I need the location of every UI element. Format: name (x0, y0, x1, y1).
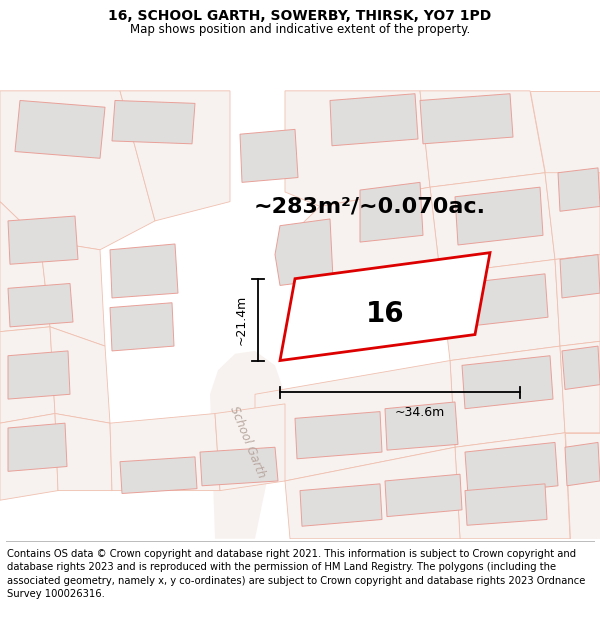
Polygon shape (555, 254, 600, 346)
Polygon shape (285, 91, 430, 206)
Polygon shape (8, 284, 73, 327)
Text: ~34.6m: ~34.6m (395, 406, 445, 419)
Polygon shape (330, 94, 418, 146)
Polygon shape (455, 187, 543, 245)
Polygon shape (545, 173, 600, 259)
Text: Contains OS data © Crown copyright and database right 2021. This information is : Contains OS data © Crown copyright and d… (7, 549, 586, 599)
Polygon shape (40, 240, 105, 346)
Polygon shape (255, 361, 455, 481)
Polygon shape (565, 442, 600, 486)
Polygon shape (0, 327, 55, 423)
Polygon shape (120, 91, 230, 221)
Polygon shape (565, 432, 600, 539)
Polygon shape (462, 356, 553, 409)
Polygon shape (0, 414, 58, 500)
Polygon shape (530, 91, 600, 172)
Polygon shape (280, 253, 490, 361)
Polygon shape (385, 474, 462, 517)
Polygon shape (420, 94, 513, 144)
Polygon shape (110, 244, 178, 298)
Polygon shape (420, 91, 545, 187)
Polygon shape (558, 168, 600, 211)
Polygon shape (465, 442, 558, 496)
Polygon shape (110, 302, 174, 351)
Polygon shape (8, 423, 67, 471)
Polygon shape (300, 484, 382, 526)
Polygon shape (0, 91, 155, 250)
Polygon shape (55, 414, 112, 491)
Polygon shape (215, 404, 285, 491)
Text: ~283m²/~0.070ac.: ~283m²/~0.070ac. (254, 196, 486, 216)
Polygon shape (560, 254, 600, 298)
Text: ~21.4m: ~21.4m (235, 294, 248, 345)
Polygon shape (110, 414, 220, 491)
Polygon shape (0, 202, 50, 332)
Polygon shape (120, 457, 197, 494)
Text: 16, SCHOOL GARTH, SOWERBY, THIRSK, YO7 1PD: 16, SCHOOL GARTH, SOWERBY, THIRSK, YO7 1… (109, 9, 491, 24)
Polygon shape (450, 346, 565, 448)
Polygon shape (285, 448, 460, 539)
Polygon shape (385, 402, 458, 450)
Polygon shape (112, 101, 195, 144)
Text: School Garth: School Garth (227, 404, 268, 480)
Polygon shape (200, 448, 278, 486)
Polygon shape (240, 129, 298, 182)
Polygon shape (285, 187, 440, 298)
Text: Map shows position and indicative extent of the property.: Map shows position and indicative extent… (130, 22, 470, 36)
Polygon shape (455, 432, 570, 539)
Polygon shape (360, 182, 423, 242)
Polygon shape (295, 412, 382, 459)
Polygon shape (562, 346, 600, 389)
Polygon shape (15, 101, 105, 158)
Polygon shape (560, 341, 600, 432)
Polygon shape (430, 173, 555, 274)
Polygon shape (8, 351, 70, 399)
Polygon shape (275, 219, 333, 286)
Polygon shape (440, 259, 560, 361)
Polygon shape (8, 216, 78, 264)
Polygon shape (465, 484, 547, 525)
Polygon shape (210, 351, 285, 539)
Polygon shape (50, 327, 110, 423)
Polygon shape (460, 274, 548, 327)
Text: 16: 16 (365, 301, 404, 328)
